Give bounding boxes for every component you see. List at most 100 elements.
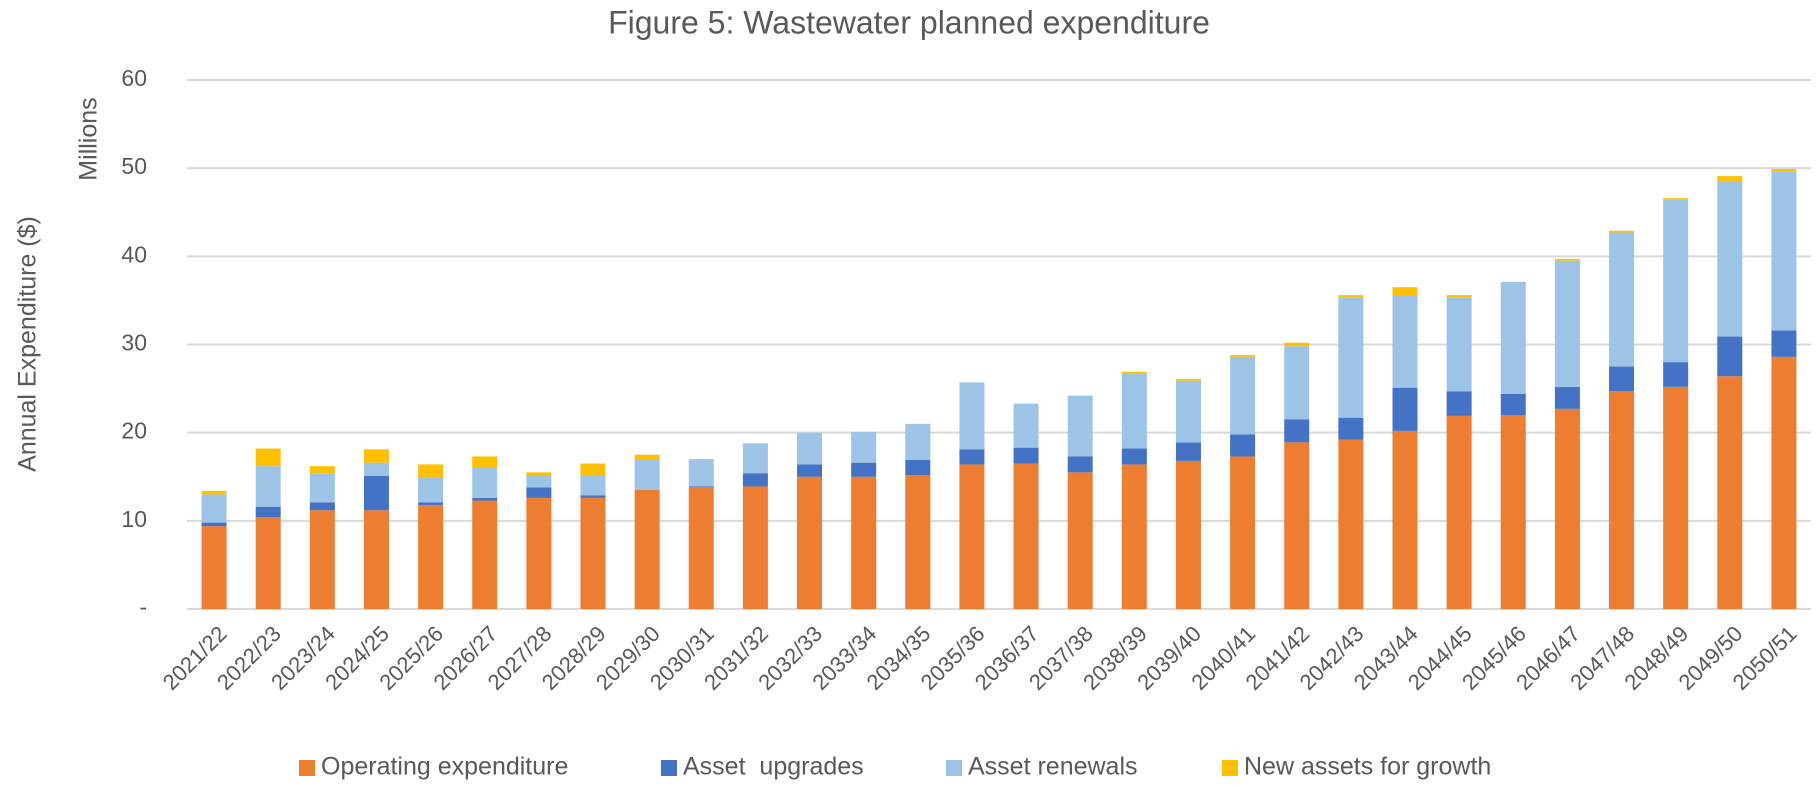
bar-segment	[255, 506, 281, 518]
bar-segment	[1338, 439, 1364, 609]
bar-segment	[1663, 199, 1689, 363]
bar-segment	[1230, 356, 1256, 435]
legend-swatch	[1222, 760, 1238, 776]
bar-segment	[1175, 460, 1201, 609]
bar-segment	[851, 431, 877, 463]
bar-segment	[1284, 442, 1310, 609]
bar-segment	[905, 474, 931, 609]
legend-swatch	[661, 760, 677, 776]
bar-segment	[580, 497, 606, 609]
bar-segment	[688, 487, 714, 609]
bar-segment	[1013, 447, 1039, 464]
bar-segment	[309, 466, 335, 474]
bar-segment	[255, 466, 281, 507]
bar-segment	[418, 464, 444, 478]
y-tick-label: 60	[121, 65, 147, 91]
bar-segment	[1338, 295, 1364, 298]
bar-segment	[1392, 387, 1418, 431]
bar-segment	[905, 459, 931, 475]
bar-segment	[1554, 258, 1580, 261]
bar-segment	[1446, 295, 1472, 298]
legend-swatch	[299, 760, 315, 776]
bar-segment	[1121, 371, 1147, 374]
bar-segment	[688, 486, 714, 488]
bar-segment	[1500, 393, 1526, 416]
bar-segment	[1284, 346, 1310, 420]
bar-segment	[1284, 419, 1310, 443]
bar-segment	[1392, 296, 1418, 388]
y-axis-label: Annual Expenditure ($)	[14, 216, 42, 472]
y-tick-label: 50	[121, 153, 147, 179]
legend-label: Asset upgrades	[683, 753, 864, 781]
bar-segment	[201, 490, 227, 495]
bar-segment	[851, 462, 877, 477]
y-tick-label: 30	[121, 330, 147, 356]
bar-segment	[1609, 230, 1635, 233]
bar-segment	[1121, 464, 1147, 609]
bar-segment	[1121, 373, 1147, 449]
bar-segment	[1067, 472, 1093, 609]
bar-segment	[1609, 232, 1635, 367]
legend-label: New assets for growth	[1244, 753, 1491, 781]
legend-swatch	[946, 760, 962, 776]
bar-segment	[363, 510, 389, 609]
bar-segment	[1121, 448, 1147, 465]
bar-segment	[201, 494, 227, 523]
bar-segment	[1609, 391, 1635, 609]
bar-segment	[905, 423, 931, 460]
chart-title: Figure 5: Wastewater planned expenditure	[608, 4, 1210, 40]
bar-segment	[797, 464, 823, 477]
y-tick-label: 10	[121, 506, 147, 532]
bar-segment	[1717, 181, 1743, 337]
bar-segment	[634, 459, 660, 490]
bar-segment	[1771, 330, 1797, 357]
bar-segment	[1663, 362, 1689, 387]
bar-segment	[1446, 297, 1472, 392]
bar-segment	[797, 432, 823, 465]
bar-segment	[472, 456, 498, 468]
bar-segment	[472, 497, 498, 501]
bar-segment	[1284, 342, 1310, 347]
bar-segment	[1771, 169, 1797, 172]
bar-segment	[1230, 355, 1256, 357]
bar-segment	[742, 443, 768, 474]
bar-segment	[797, 476, 823, 609]
bar-segment	[1717, 376, 1743, 609]
bar-segment	[959, 382, 985, 450]
bar-segment	[1717, 336, 1743, 377]
bar-segment	[851, 476, 877, 609]
bar-segment	[1175, 378, 1201, 381]
bar-segment	[1338, 297, 1364, 418]
bar-segment	[742, 473, 768, 487]
bar-segment	[1392, 430, 1418, 609]
bar-segment	[309, 502, 335, 511]
bar-segment	[1717, 176, 1743, 182]
bar-segment	[201, 526, 227, 609]
bar-segment	[418, 502, 444, 505]
bar-segment	[309, 473, 335, 503]
y-unit-label: Millions	[75, 97, 103, 180]
bar-segment	[1609, 366, 1635, 392]
bar-segment	[1663, 386, 1689, 609]
bar-segment	[255, 517, 281, 609]
bar-segment	[1500, 281, 1526, 394]
bar-segment	[363, 462, 389, 476]
bar-segment	[1175, 380, 1201, 443]
y-tick-label: 40	[121, 241, 147, 267]
bar-segment	[959, 464, 985, 609]
legend-label: Operating expenditure	[321, 753, 568, 781]
bar-segment	[1771, 356, 1797, 609]
bar-segment	[959, 449, 985, 465]
bar-segment	[418, 504, 444, 609]
bar-segment	[688, 459, 714, 460]
bar-segment	[580, 463, 606, 475]
bar-segment	[1230, 456, 1256, 609]
y-tick-label: -	[139, 594, 147, 620]
bar-segment	[1013, 403, 1039, 448]
bar-segment	[201, 522, 227, 527]
bar-segment	[742, 486, 768, 609]
bar-segment	[634, 454, 660, 460]
bar-segment	[1338, 417, 1364, 440]
bar-segment	[526, 474, 552, 488]
